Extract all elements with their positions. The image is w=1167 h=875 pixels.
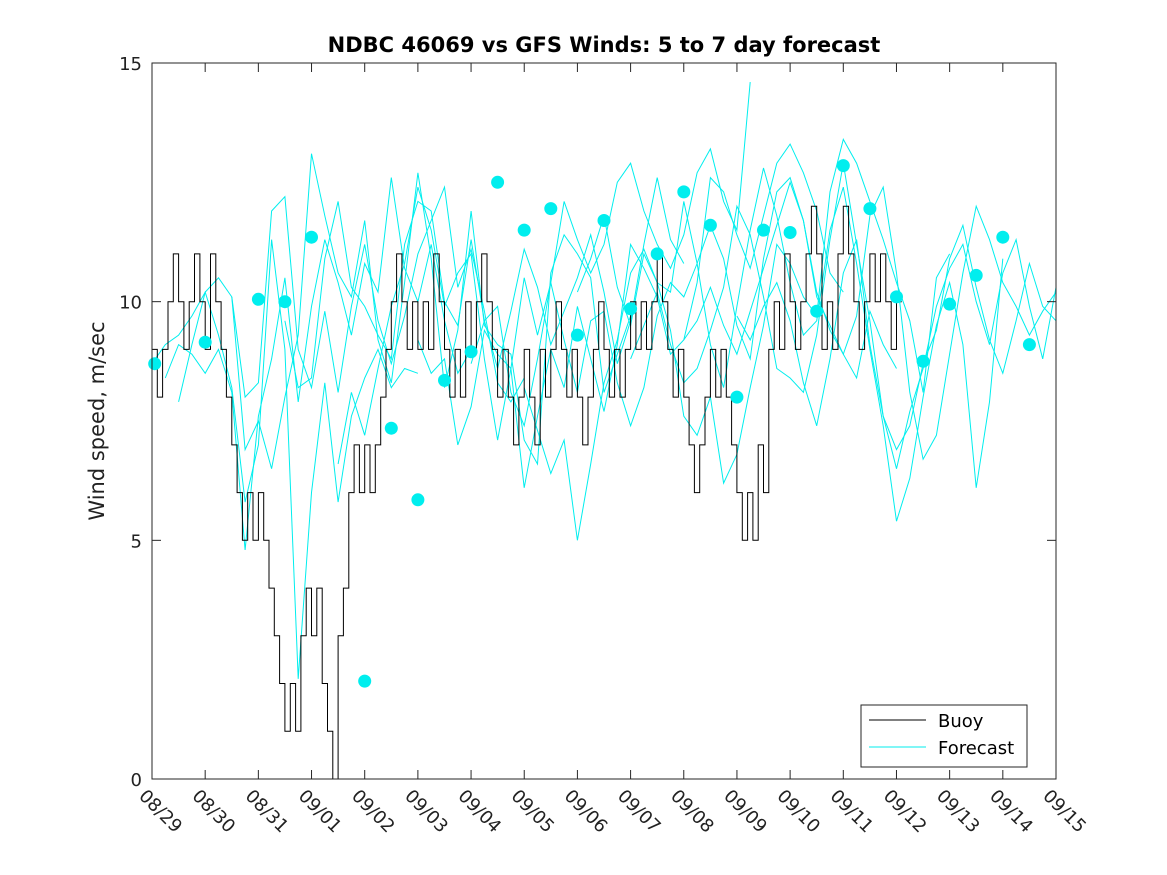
y-tick-label: 0 bbox=[131, 770, 142, 791]
forecast-marker bbox=[996, 230, 1010, 244]
forecast-marker bbox=[730, 390, 744, 404]
forecast-line-6 bbox=[337, 82, 751, 465]
forecast-marker bbox=[491, 175, 505, 189]
legend-forecast-label: Forecast bbox=[938, 738, 1014, 759]
forecast-marker bbox=[650, 247, 664, 261]
y-axis-label: Wind speed, m/sec bbox=[85, 321, 109, 520]
forecast-marker bbox=[703, 218, 717, 232]
forecast-marker bbox=[384, 421, 398, 435]
forecast-marker bbox=[251, 292, 265, 306]
forecast-marker bbox=[969, 268, 983, 282]
forecast-marker bbox=[836, 159, 850, 173]
forecast-marker bbox=[916, 354, 930, 368]
forecast-line-4 bbox=[231, 153, 632, 469]
forecast-marker bbox=[810, 304, 824, 318]
chart-title: NDBC 46069 vs GFS Winds: 5 to 7 day fore… bbox=[328, 33, 881, 57]
forecast-marker bbox=[1022, 338, 1036, 352]
buoy-series-group bbox=[152, 205, 902, 780]
y-tick-label: 10 bbox=[119, 293, 142, 314]
forecast-marker bbox=[624, 302, 638, 316]
forecast-marker bbox=[517, 223, 531, 237]
forecast-marker bbox=[544, 202, 558, 216]
plot-area bbox=[152, 63, 1056, 779]
plot-frame bbox=[151, 62, 1057, 780]
forecast-line-13 bbox=[736, 223, 1057, 451]
forecast-marker bbox=[757, 223, 770, 237]
forecast-marker bbox=[358, 674, 372, 688]
buoy-line bbox=[152, 205, 902, 780]
forecast-marker bbox=[198, 335, 212, 349]
forecast-marker bbox=[570, 328, 584, 342]
y-tick-label: 15 bbox=[119, 54, 142, 75]
legend-buoy-label: Buoy bbox=[938, 711, 984, 732]
y-axis: 0 5 10 15 bbox=[119, 54, 1056, 791]
forecast-marker bbox=[863, 202, 877, 216]
legend: Buoy Forecast bbox=[860, 704, 1028, 768]
y-tick-label: 5 bbox=[131, 531, 142, 552]
forecast-marker bbox=[278, 295, 292, 309]
forecast-marker bbox=[943, 297, 957, 311]
forecast-line-7 bbox=[417, 143, 844, 488]
forecast-line-12 bbox=[683, 180, 1057, 461]
forecast-line-2 bbox=[164, 177, 472, 550]
forecast-marker bbox=[783, 226, 797, 239]
forecast-line-1 bbox=[151, 239, 419, 679]
forecast-marker bbox=[305, 230, 318, 244]
forecast-marker bbox=[464, 345, 478, 359]
forecast-line-3 bbox=[178, 185, 525, 403]
forecast-marker bbox=[411, 493, 425, 507]
forecast-marker bbox=[597, 214, 611, 227]
forecast-marker bbox=[148, 357, 162, 371]
forecast-marker bbox=[890, 290, 903, 304]
forecast-marker bbox=[677, 185, 691, 199]
legend-box bbox=[860, 704, 1028, 768]
forecast-markers-group bbox=[148, 159, 1036, 688]
forecast-line-8 bbox=[470, 176, 897, 428]
forecast-marker bbox=[438, 373, 451, 387]
